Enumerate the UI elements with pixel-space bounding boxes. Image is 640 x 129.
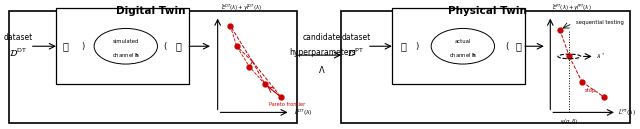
FancyBboxPatch shape xyxy=(56,8,189,84)
Text: dataset: dataset xyxy=(3,33,33,42)
Text: 📱: 📱 xyxy=(401,41,406,51)
Text: simulated: simulated xyxy=(113,39,139,44)
Text: 📱: 📱 xyxy=(175,41,181,51)
Text: $\Lambda$: $\Lambda$ xyxy=(318,64,326,75)
Text: Physical Twin: Physical Twin xyxy=(447,6,526,15)
Ellipse shape xyxy=(431,28,495,64)
Text: $\hat{L}^{PT}(\lambda)$: $\hat{L}^{PT}(\lambda)$ xyxy=(618,107,636,118)
Text: $\hat{E}^{DT}(\lambda) + \gamma\hat{I}^{DT}(\lambda)$: $\hat{E}^{DT}(\lambda) + \gamma\hat{I}^{… xyxy=(221,2,262,13)
Text: stop: stop xyxy=(585,88,596,93)
Text: ): ) xyxy=(415,42,419,51)
Text: candidate: candidate xyxy=(303,33,341,42)
Text: $\psi(\alpha,\delta)$: $\psi(\alpha,\delta)$ xyxy=(560,118,579,127)
Text: (: ( xyxy=(506,42,509,51)
Ellipse shape xyxy=(94,28,157,64)
FancyBboxPatch shape xyxy=(392,8,525,84)
Text: $\hat{E}^{PT}(\lambda) + \gamma\hat{I}^{PT}(\lambda)$: $\hat{E}^{PT}(\lambda) + \gamma\hat{I}^{… xyxy=(552,2,591,13)
FancyBboxPatch shape xyxy=(341,11,630,123)
Text: 📱: 📱 xyxy=(516,41,522,51)
Text: channel $\mathbf{h}$: channel $\mathbf{h}$ xyxy=(449,51,477,59)
Text: $\mathcal{D}^{\mathrm{DT}}$: $\mathcal{D}^{\mathrm{DT}}$ xyxy=(9,46,27,59)
FancyBboxPatch shape xyxy=(8,11,297,123)
Text: channel $\mathbf{h}$: channel $\mathbf{h}$ xyxy=(112,51,140,59)
Text: Digital Twin: Digital Twin xyxy=(116,6,186,15)
Text: 📱: 📱 xyxy=(63,41,68,51)
Text: sequential testing: sequential testing xyxy=(575,20,623,25)
Text: $\mathcal{D}^{\mathrm{PT}}$: $\mathcal{D}^{\mathrm{PT}}$ xyxy=(348,46,364,59)
Text: hyperparameters: hyperparameters xyxy=(289,48,356,57)
Text: actual: actual xyxy=(454,39,471,44)
Text: dataset: dataset xyxy=(341,33,371,42)
Text: ): ) xyxy=(82,42,85,51)
Text: Pareto frontier: Pareto frontier xyxy=(269,102,305,107)
Text: $\hat{L}^{DT}(\lambda)$: $\hat{L}^{DT}(\lambda)$ xyxy=(294,107,312,118)
Text: $\lambda^*$: $\lambda^*$ xyxy=(596,52,605,61)
Text: (: ( xyxy=(163,42,166,51)
